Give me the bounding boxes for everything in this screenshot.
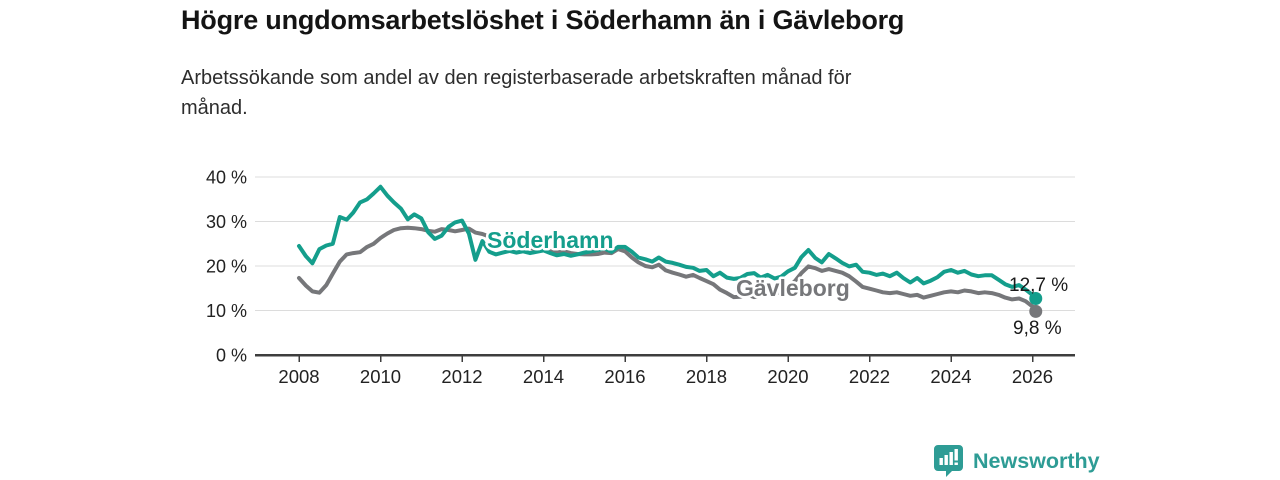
- x-tick-label-2012: 2012: [441, 366, 482, 387]
- y-axis-labels: 0 % 10 % 20 % 30 % 40 %: [206, 168, 247, 366]
- x-axis: [255, 353, 1075, 362]
- x-tick-label-2026: 2026: [1012, 366, 1053, 387]
- gavleborg-line: [297, 225, 1038, 314]
- gavleborg-end-value-label: 9,8 %: [1013, 318, 1062, 339]
- x-tick-label-2024: 2024: [930, 366, 971, 387]
- series-labels: Söderhamn Gävleborg: [485, 225, 853, 304]
- x-tick-label-2010: 2010: [360, 366, 401, 387]
- brand-footer: Newsworthy: [933, 443, 1100, 479]
- gavleborg-series-label: Gävleborg: [736, 275, 850, 301]
- end-value-labels: 12,7 % 9,8 %: [1009, 275, 1068, 339]
- x-tick-label-2008: 2008: [278, 366, 319, 387]
- subtitle-line-1: Arbetssökande som andel av den registerb…: [181, 67, 852, 89]
- newsworthy-logo-icon: [934, 445, 963, 477]
- subtitle-line-2: månad.: [181, 97, 248, 119]
- soderhamn-end-value-label: 12,7 %: [1009, 275, 1068, 296]
- y-tick-label-20: 20 %: [206, 257, 247, 277]
- logo-barchart-glyph: [939, 449, 958, 465]
- x-tick-label-2022: 2022: [849, 366, 890, 387]
- x-tick-label-2016: 2016: [604, 366, 645, 387]
- y-tick-label-30: 30 %: [206, 212, 247, 232]
- soderhamn-series-label: Söderhamn: [487, 227, 614, 253]
- x-tick-label-2020: 2020: [767, 366, 808, 387]
- page-title: Högre ungdomsarbetslöshet i Söderhamn än…: [181, 5, 905, 35]
- soderhamn-end-dot: [1029, 291, 1043, 305]
- y-tick-label-10: 10 %: [206, 301, 247, 321]
- logo-bubble-shape: [934, 445, 963, 477]
- soderhamn-line: [297, 184, 1038, 301]
- gavleborg-end-dot: [1029, 304, 1043, 318]
- x-tick-label-2018: 2018: [686, 366, 727, 387]
- chart-subtitle: Arbetssökande som andel av den registerb…: [181, 63, 851, 123]
- gridlines: [255, 176, 1075, 311]
- series-lines: [297, 184, 1043, 318]
- y-tick-label-0: 0 %: [216, 346, 247, 366]
- y-tick-label-40: 40 %: [206, 168, 247, 188]
- x-axis-labels: 2008 2010 2012 2014 2016 2018 2020 2022 2024 2026: [278, 366, 1053, 387]
- x-tick-label-2014: 2014: [523, 366, 564, 387]
- brand-name: Newsworthy: [973, 448, 1100, 473]
